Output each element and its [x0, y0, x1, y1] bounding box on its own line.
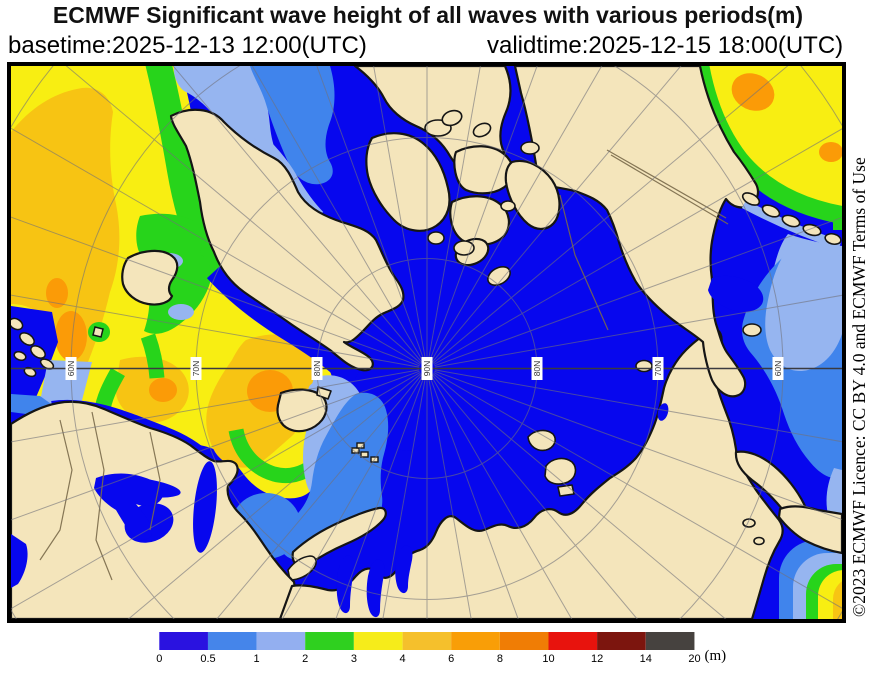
svg-text:4: 4 — [400, 653, 406, 665]
svg-text:0.5: 0.5 — [200, 653, 215, 665]
svg-text:80N: 80N — [532, 361, 542, 377]
svg-text:12: 12 — [591, 653, 603, 665]
svg-text:1: 1 — [254, 653, 260, 665]
svg-text:60N: 60N — [773, 361, 783, 377]
svg-text:10: 10 — [542, 653, 554, 665]
svg-text:(m): (m) — [705, 648, 727, 664]
svg-text:6: 6 — [448, 653, 454, 665]
svg-text:2: 2 — [302, 653, 308, 665]
svg-text:14: 14 — [640, 653, 652, 665]
svg-text:60N: 60N — [66, 361, 76, 377]
svg-text:3: 3 — [351, 653, 357, 665]
svg-text:70N: 70N — [653, 361, 663, 377]
svg-text:70N: 70N — [191, 361, 201, 377]
svg-text:8: 8 — [497, 653, 503, 665]
svg-text:20: 20 — [688, 653, 700, 665]
svg-text:©2023 ECMWF Licence: CC BY 4.0: ©2023 ECMWF Licence: CC BY 4.0 and ECMWF… — [849, 157, 869, 617]
svg-text:80N: 80N — [312, 361, 322, 377]
svg-text:90N: 90N — [422, 361, 432, 377]
svg-text:0: 0 — [156, 653, 162, 665]
